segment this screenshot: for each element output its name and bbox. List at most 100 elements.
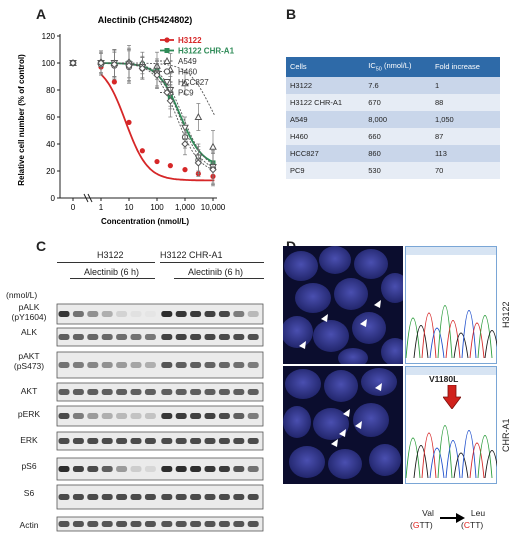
chromatogram-h3122 — [405, 246, 497, 364]
ic-sub: 50 — [375, 66, 382, 73]
data-point — [163, 79, 171, 87]
blot-band — [233, 438, 245, 444]
blot-band — [58, 494, 70, 500]
blot-band — [72, 334, 84, 340]
cell: HCC827 — [286, 144, 365, 162]
blot-band — [72, 521, 84, 527]
blot-band — [247, 438, 259, 444]
blot-band — [72, 466, 84, 472]
legend-label: PC9 — [178, 89, 194, 98]
table-row: A549 8,000 1,050 — [286, 110, 500, 128]
y-tick-label: 0 — [51, 194, 56, 203]
ic-main: IC — [368, 61, 376, 70]
blot-band — [161, 311, 173, 317]
col-header-ic50: IC50 (nmol/L) — [364, 57, 431, 77]
blot-band — [175, 389, 187, 395]
blot-band — [218, 466, 230, 472]
row-label-sub: (pY1604) — [11, 312, 47, 322]
x-tick-label: 10,000 — [201, 203, 226, 212]
blot-band — [190, 413, 202, 419]
blot-band — [190, 438, 202, 444]
chromatogram-peak — [429, 327, 445, 359]
from-codon: (GTT) — [410, 520, 450, 530]
blot-band — [144, 494, 156, 500]
blot-band — [58, 521, 70, 527]
data-point — [181, 140, 189, 148]
chromatogram-peak — [421, 312, 437, 359]
chromatogram-peak — [413, 445, 429, 479]
row-label-actin: Actin — [19, 520, 39, 530]
blot-band — [130, 494, 142, 500]
data-point — [194, 112, 203, 120]
blot-band — [58, 334, 70, 340]
blot-band — [175, 438, 187, 444]
blot-band — [144, 362, 156, 368]
blot-band — [87, 521, 99, 527]
chromatogram-peak — [453, 332, 469, 359]
cell: H460 — [286, 127, 365, 145]
blot-band — [130, 389, 142, 395]
row-label-palk: pALK (pY1604) — [2, 302, 56, 322]
blot-band — [72, 413, 84, 419]
blot-band — [204, 362, 216, 368]
treatment1-bar — [70, 278, 155, 279]
blot-band — [190, 311, 202, 317]
blot-band — [58, 413, 70, 419]
blot-band — [101, 389, 113, 395]
axis-break-mark — [83, 193, 89, 203]
blot-band — [218, 389, 230, 395]
group1-bar — [57, 262, 155, 263]
blot-strip — [56, 516, 264, 532]
chromatogram-peak — [477, 315, 493, 359]
paren: ( — [410, 520, 413, 530]
blot-band — [130, 362, 142, 368]
cell: 8,000 — [364, 110, 431, 128]
blot-band — [116, 494, 128, 500]
legend-label: HCC827 — [178, 78, 209, 87]
data-point — [138, 64, 147, 73]
fish-image-chr-a1 — [283, 366, 403, 484]
paren: ) — [429, 520, 433, 530]
blot-band — [87, 362, 99, 368]
blot-band — [247, 334, 259, 340]
col-header-cells: Cells — [286, 57, 365, 77]
from-codon-mutated-base: G — [412, 520, 420, 530]
blot-band — [130, 466, 142, 472]
paren: ( — [461, 520, 464, 530]
blot-band — [101, 334, 113, 340]
blot-band — [130, 311, 142, 317]
blot-band — [130, 413, 142, 419]
cell: PC9 — [286, 161, 365, 179]
blot-band — [218, 494, 230, 500]
blot-band — [101, 521, 113, 527]
blot-band — [204, 521, 216, 527]
data-point — [167, 163, 173, 169]
blot-band — [116, 362, 128, 368]
blot-band — [233, 334, 245, 340]
blot-band — [116, 334, 128, 340]
data-point — [181, 124, 189, 132]
cell: 1,050 — [430, 110, 500, 128]
y-tick-label: 100 — [42, 59, 56, 68]
blot-band — [116, 466, 128, 472]
blot-band — [247, 494, 259, 500]
blot-strip — [56, 405, 264, 427]
blot-band — [101, 362, 113, 368]
mutation-label: V1180L — [429, 374, 459, 384]
blot-band — [233, 389, 245, 395]
blot-band — [233, 362, 245, 368]
blot-band — [190, 466, 202, 472]
row-label-ps6: pS6 — [21, 461, 37, 471]
blot-band — [233, 413, 245, 419]
to-codon: (CTT) — [461, 520, 501, 530]
blot-band — [175, 413, 187, 419]
cell: 530 — [364, 161, 431, 179]
blot-band — [175, 494, 187, 500]
table-header-row: Cells IC50 (nmol/L) Fold increase — [286, 57, 500, 77]
data-point — [154, 158, 160, 165]
chromatogram-peak — [405, 317, 421, 359]
blot-band — [233, 466, 245, 472]
chromatogram-peak — [445, 320, 461, 359]
group2-bar — [160, 262, 264, 263]
blot-band — [144, 438, 156, 444]
